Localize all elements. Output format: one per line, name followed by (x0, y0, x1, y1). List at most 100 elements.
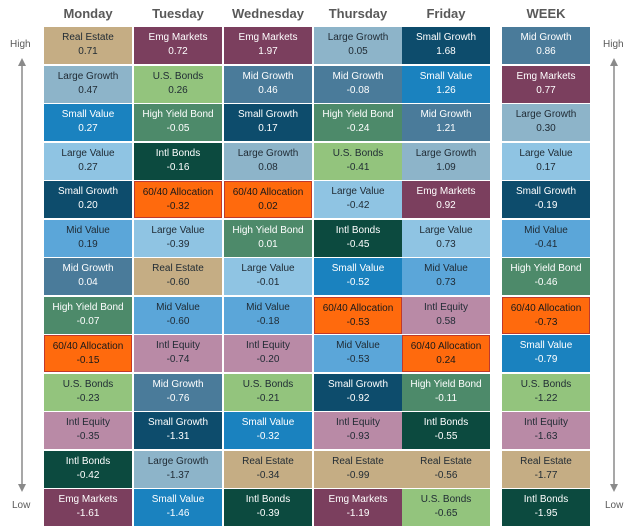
cell-friday-intl-bonds: Intl Bonds -0.55 (402, 412, 490, 449)
asset-name: Mid Value (246, 301, 290, 313)
asset-name: U.S. Bonds (420, 494, 472, 505)
asset-name: Large Value (61, 147, 115, 159)
asset-name: Large Growth (57, 70, 119, 82)
cell-tuesday-large-value: Large Value -0.39 (134, 219, 222, 257)
asset-name: Intl Equity (246, 340, 290, 351)
cell-tuesday-emg-markets: Emg Markets 0.72 (134, 27, 222, 64)
cell-friday-large-growth: Large Growth 1.09 (402, 142, 490, 180)
asset-return: -1.46 (166, 508, 190, 519)
asset-return: 0.19 (78, 238, 98, 250)
asset-return: 0.71 (78, 46, 98, 57)
cell-monday-mid-growth: Mid Growth 0.04 (44, 258, 132, 295)
asset-return: -1.61 (76, 508, 100, 519)
cell-thursday-intl-bonds: Intl Bonds -0.45 (314, 219, 402, 257)
asset-name: Small Value (151, 494, 205, 505)
asset-return: -0.53 (346, 316, 370, 328)
asset-return: 1.68 (436, 46, 456, 57)
cell-week-mid-value: Mid Value -0.41 (502, 219, 590, 257)
asset-return: -0.41 (534, 238, 558, 250)
cell-monday-intl-bonds: Intl Bonds -0.42 (44, 450, 132, 488)
column-header-tuesday: Tuesday (152, 6, 204, 21)
cell-thursday-emg-markets: Emg Markets -1.19 (314, 489, 402, 526)
asset-return: -0.60 (166, 315, 190, 327)
cell-wednesday-intl-bonds: Intl Bonds -0.39 (224, 489, 312, 526)
asset-return: -0.42 (76, 469, 100, 481)
asset-name: Mid Growth (152, 378, 204, 390)
column-header-wednesday: Wednesday (231, 6, 304, 21)
asset-name: Intl Bonds (335, 224, 381, 236)
arrow-up-head-left (18, 58, 26, 66)
asset-return: 0.08 (258, 161, 278, 173)
asset-return: 1.21 (436, 123, 456, 134)
cell-friday-small-growth: Small Growth 1.68 (402, 27, 490, 64)
cell-tuesday-high-yield-bond: High Yield Bond -0.05 (134, 104, 222, 141)
cell-thursday-mid-value: Mid Value -0.53 (314, 335, 402, 372)
asset-return: -0.16 (166, 161, 190, 173)
asset-return: -0.42 (346, 200, 370, 211)
asset-name: Large Value (241, 263, 295, 274)
asset-name: Intl Bonds (155, 147, 201, 159)
asset-name: High Yield Bond (52, 301, 124, 313)
asset-name: Mid Growth (420, 109, 472, 120)
asset-return: 0.47 (78, 84, 98, 96)
asset-return: -0.23 (76, 392, 100, 404)
cell-friday-real-estate: Real Estate -0.56 (402, 450, 490, 488)
asset-name: Real Estate (242, 455, 294, 467)
asset-name: 60/40 Allocation (52, 341, 124, 352)
cell-thursday-real-estate: Real Estate -0.99 (314, 450, 402, 488)
asset-name: Real Estate (62, 32, 114, 43)
asset-return: -0.93 (346, 431, 370, 442)
asset-return: -0.52 (346, 277, 370, 288)
asset-name: Large Value (151, 224, 205, 236)
asset-return: -1.31 (166, 431, 190, 442)
asset-name: Intl Equity (66, 417, 110, 428)
asset-name: Intl Equity (156, 340, 200, 351)
asset-name: High Yield Bond (322, 109, 394, 120)
asset-return: 0.58 (436, 315, 456, 327)
asset-name: Emg Markets (416, 186, 476, 197)
asset-return: -0.15 (76, 355, 100, 366)
cell-tuesday-intl-bonds: Intl Bonds -0.16 (134, 142, 222, 180)
asset-return: 0.04 (78, 277, 98, 288)
cell-week-mid-growth: Mid Growth 0.86 (502, 27, 590, 64)
cell-tuesday-small-value: Small Value -1.46 (134, 489, 222, 526)
cell-friday-intl-equity: Intl Equity 0.58 (402, 296, 490, 334)
asset-name: High Yield Bond (410, 378, 482, 390)
asset-return: 0.17 (258, 123, 278, 134)
asset-return: -0.21 (256, 392, 280, 404)
asset-name: U.S. Bonds (332, 147, 384, 159)
asset-name: 60/40 Allocation (510, 302, 582, 314)
asset-name: U.S. Bonds (152, 70, 204, 82)
asset-return: 0.72 (168, 46, 188, 57)
cell-thursday-small-value: Small Value -0.52 (314, 258, 402, 295)
cell-monday-small-value: Small Value 0.27 (44, 104, 132, 141)
asset-name: Emg Markets (516, 70, 576, 82)
asset-name: Mid Value (524, 224, 568, 236)
asset-return: -0.45 (346, 238, 370, 250)
asset-name: Mid Value (336, 340, 380, 351)
cell-wednesday-mid-growth: Mid Growth 0.46 (224, 65, 312, 103)
cell-monday-high-yield-bond: High Yield Bond -0.07 (44, 296, 132, 334)
cell-week-small-value: Small Value -0.79 (502, 335, 590, 372)
asset-return: -0.08 (346, 84, 370, 96)
asset-name: Small Growth (415, 32, 476, 43)
asset-name: High Yield Bond (510, 263, 582, 274)
asset-return: 0.17 (536, 161, 556, 173)
column-header-monday: Monday (63, 6, 113, 21)
asset-name: High Yield Bond (142, 109, 214, 120)
asset-return: -1.95 (534, 508, 558, 519)
asset-name: High Yield Bond (232, 224, 304, 236)
cell-wednesday-large-value: Large Value -0.01 (224, 258, 312, 295)
asset-name: Large Growth (415, 147, 477, 159)
asset-name: Mid Growth (332, 70, 384, 82)
cell-week-large-value: Large Value 0.17 (502, 142, 590, 180)
asset-return: -0.39 (256, 508, 280, 519)
asset-name: Mid Value (66, 224, 110, 236)
cell-monday-u-s-bonds: U.S. Bonds -0.23 (44, 373, 132, 411)
asset-name: Mid Value (156, 301, 200, 313)
asset-return: -0.24 (346, 123, 370, 134)
asset-name: Small Value (241, 417, 295, 428)
asset-name: Intl Bonds (523, 494, 569, 505)
asset-name: Small Growth (57, 186, 118, 197)
cell-wednesday-intl-equity: Intl Equity -0.20 (224, 335, 312, 372)
